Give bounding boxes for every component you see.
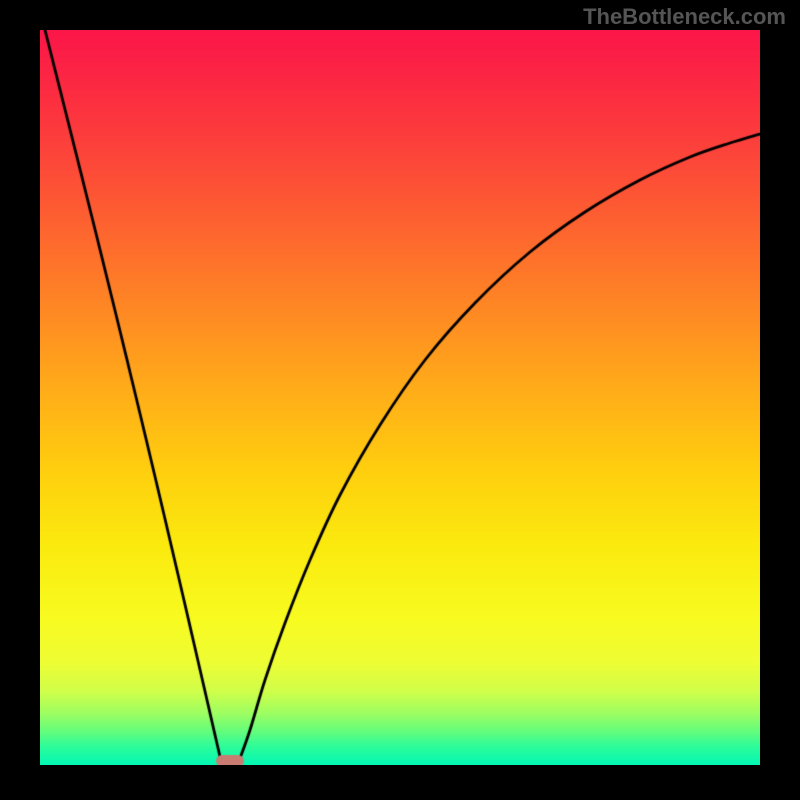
watermark-text: TheBottleneck.com bbox=[583, 4, 786, 30]
bottleneck-curve-chart bbox=[40, 30, 760, 765]
chart-stage: TheBottleneck.com bbox=[0, 0, 800, 800]
